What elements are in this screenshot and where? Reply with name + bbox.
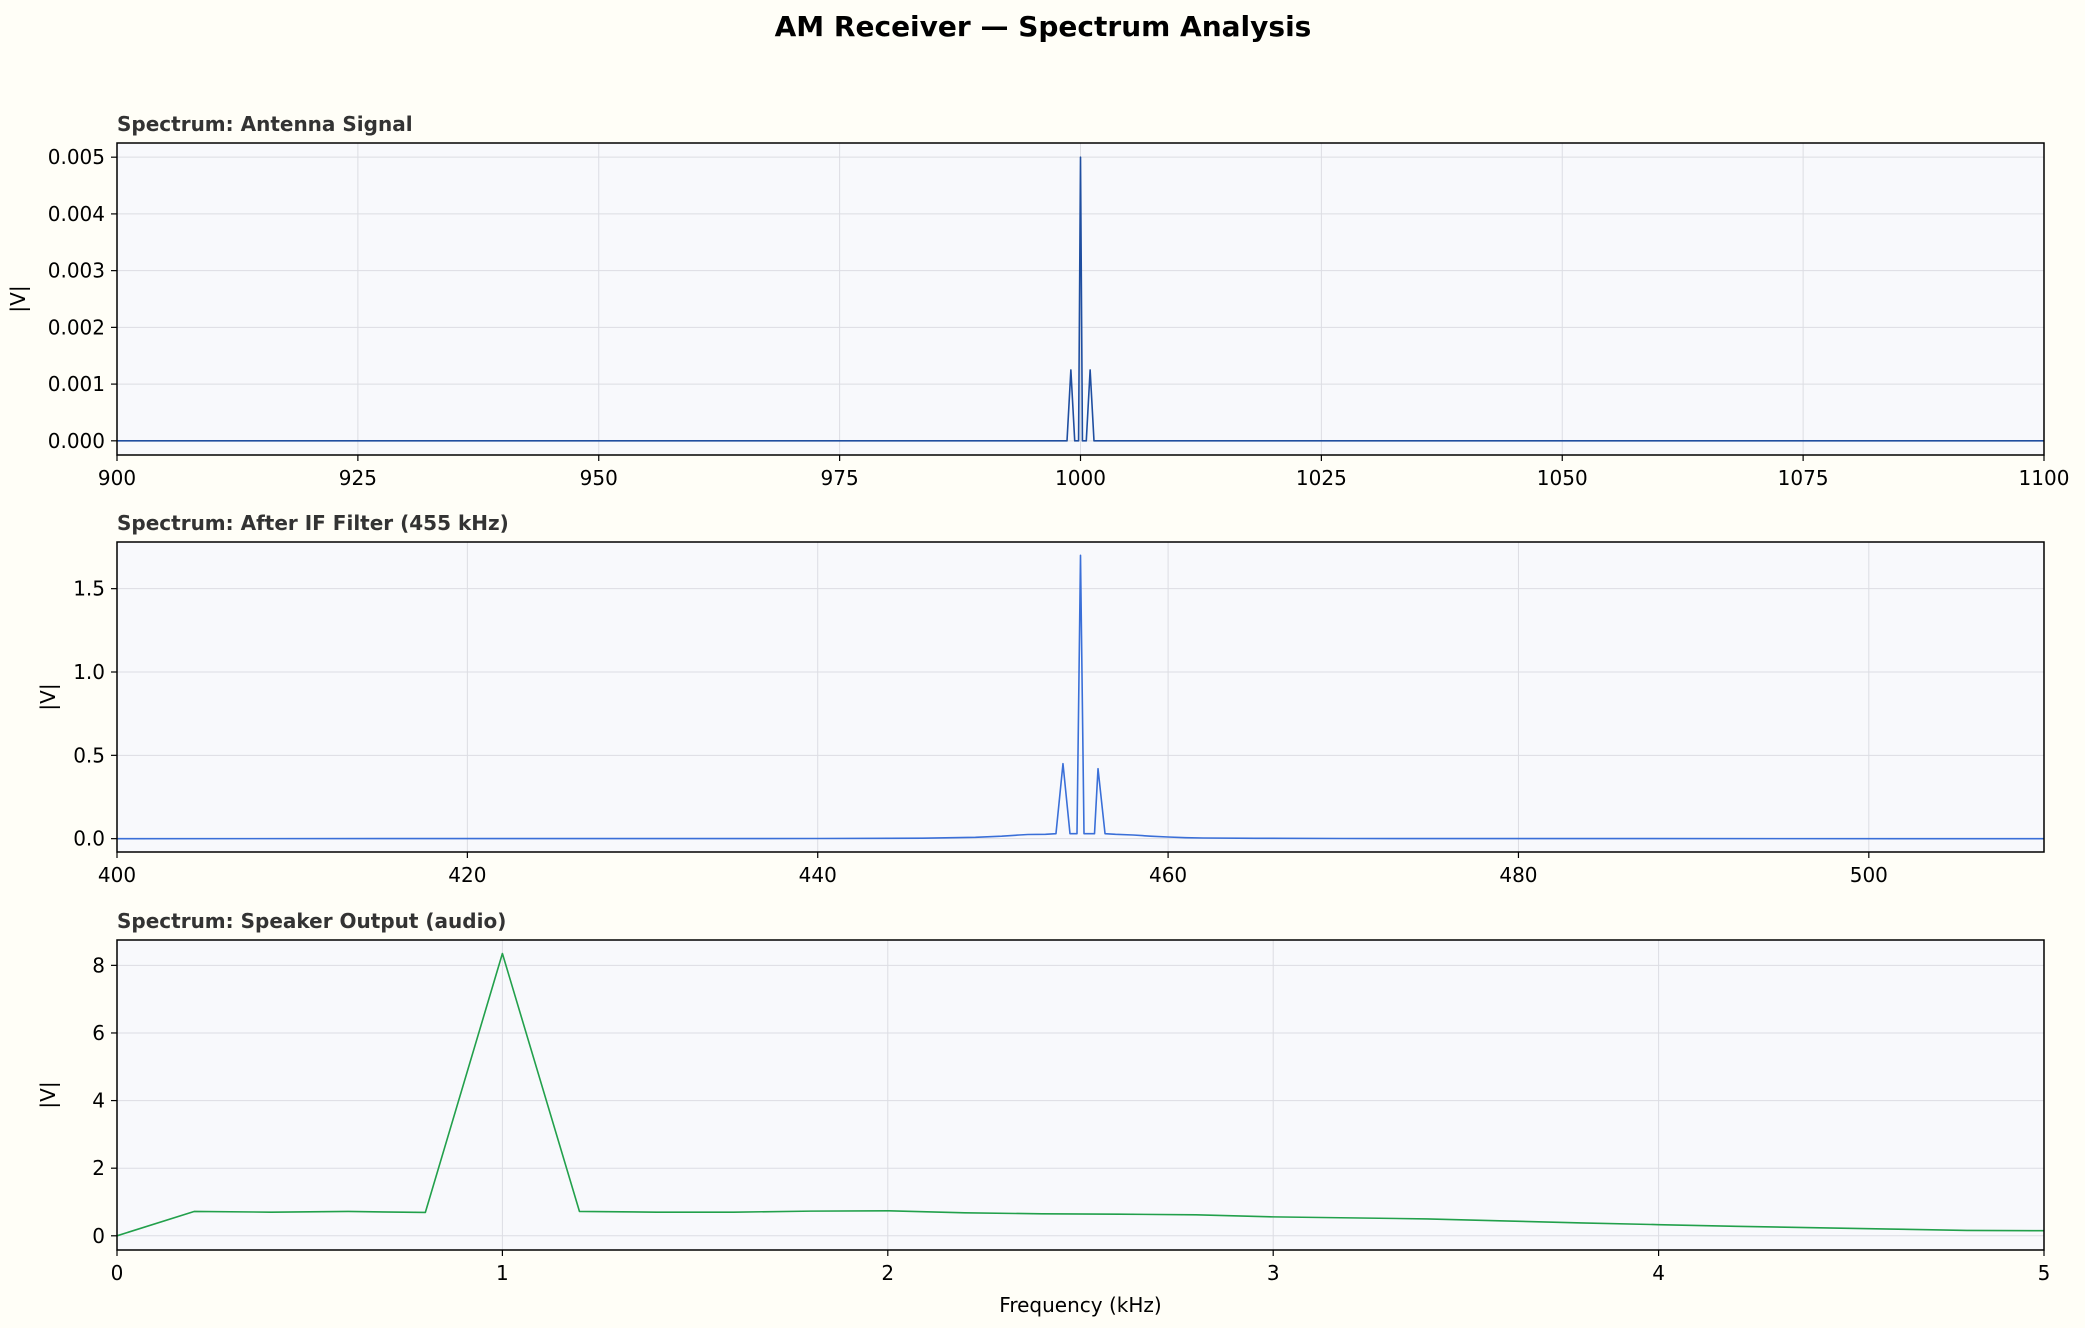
chart-panels: 900 925 950 975 1000 1025 1050 1075 11000.0000.0… bbox=[6, 112, 2069, 1317]
x-tick-label: 1 bbox=[496, 1261, 509, 1285]
x-tick-label: 1050 bbox=[1537, 466, 1588, 490]
x-tick-label: 420 bbox=[448, 863, 486, 887]
series-line-1 bbox=[116, 952, 2045, 1237]
y-tick-label: 0.5 bbox=[73, 743, 105, 767]
y-tick-label: 1.0 bbox=[73, 660, 105, 684]
y-tick-label: 0.003 bbox=[48, 259, 105, 283]
x-tick-label: 975 bbox=[821, 466, 859, 490]
x-tick-label: 480 bbox=[1499, 863, 1537, 887]
figure-title: AM Receiver — Spectrum Analysis bbox=[775, 10, 1312, 43]
x-tick-label: 2 bbox=[881, 1261, 894, 1285]
x-tick-label: 900 bbox=[98, 466, 136, 490]
x-tick-label: 950 bbox=[580, 466, 618, 490]
y-tick-label: 0.002 bbox=[48, 315, 105, 339]
chart-panel-3: 0 1 2 3 4 5 0 2 4 6 8 Spectrum: Speaker Output (aud… bbox=[36, 909, 2050, 1317]
y-tick-label: 0.001 bbox=[48, 372, 105, 396]
x-axis-label: Frequency (kHz) bbox=[999, 1293, 1161, 1317]
y-tick-label: 0.000 bbox=[48, 429, 105, 453]
x-tick-label: 1025 bbox=[1296, 466, 1347, 490]
panel-title: Spectrum: Antenna Signal bbox=[117, 112, 413, 136]
y-axis-label: |V| bbox=[36, 1081, 60, 1108]
x-tick-label: 460 bbox=[1149, 863, 1187, 887]
x-tick-label: 440 bbox=[799, 863, 837, 887]
y-tick-label: 0.004 bbox=[48, 202, 105, 226]
plot-area bbox=[117, 940, 2044, 1250]
x-tick-label: 1075 bbox=[1778, 466, 1829, 490]
x-tick-label: 1100 bbox=[2019, 466, 2070, 490]
series-line-1 bbox=[117, 156, 2044, 442]
y-axis-label: |V| bbox=[6, 285, 30, 312]
y-tick-label: 0.0 bbox=[73, 827, 105, 851]
y-tick-label: 8 bbox=[92, 953, 105, 977]
chart-panel-1: 900 925 950 975 1000 1025 1050 1075 1100 0.000 0.0… bbox=[6, 112, 2069, 490]
x-tick-label: 500 bbox=[1850, 863, 1888, 887]
x-tick-label: 5 bbox=[2038, 1261, 2051, 1285]
y-tick-label: 0.005 bbox=[48, 145, 105, 169]
series-line-1 bbox=[116, 554, 2045, 840]
panel-title: Spectrum: After IF Filter (455 kHz) bbox=[117, 511, 509, 535]
plot-frame bbox=[116, 541, 2045, 853]
x-tick-label: 925 bbox=[339, 466, 377, 490]
y-tick-label: 6 bbox=[92, 1021, 105, 1045]
x-tick-label: 4 bbox=[1652, 1261, 1665, 1285]
chart-panel-2: 400 420 440 460 480 500 0.0 0.5 1.0 1.5 Spectrum: … bbox=[36, 511, 2045, 887]
y-axis-label: |V| bbox=[36, 683, 60, 710]
x-tick-label: 3 bbox=[1267, 1261, 1280, 1285]
x-tick-label: 1000 bbox=[1055, 466, 1106, 490]
y-tick-label: 0 bbox=[92, 1224, 105, 1248]
x-tick-label: 400 bbox=[98, 863, 136, 887]
y-tick-label: 1.5 bbox=[73, 577, 105, 601]
y-tick-label: 2 bbox=[92, 1156, 105, 1180]
x-tick-label: 0 bbox=[111, 1261, 124, 1285]
panel-title: Spectrum: Speaker Output (audio) bbox=[117, 909, 506, 933]
y-tick-label: 4 bbox=[92, 1089, 105, 1113]
plot-frame bbox=[116, 939, 2045, 1251]
